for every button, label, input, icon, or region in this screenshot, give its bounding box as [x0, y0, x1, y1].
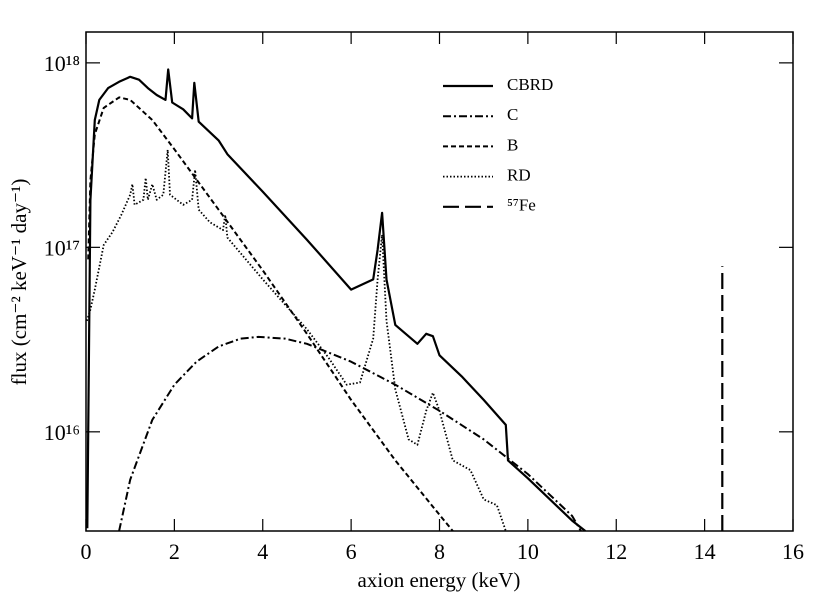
- x-tick-label: 14: [694, 539, 716, 564]
- plot-area: [86, 68, 724, 531]
- series-line: [86, 148, 507, 531]
- x-tick-label: 16: [782, 539, 804, 564]
- series-line: [87, 96, 454, 531]
- x-tick-label: 12: [605, 539, 627, 564]
- series-line: [86, 68, 586, 531]
- x-tick-label: 0: [81, 539, 92, 564]
- x-tick-label: 10: [517, 539, 539, 564]
- legend-label: B: [507, 135, 518, 154]
- legend-label: CBRD: [507, 75, 553, 94]
- x-tick-label: 8: [434, 539, 445, 564]
- y-tick-label: 10¹⁶: [44, 420, 80, 445]
- legend-label: C: [507, 105, 518, 124]
- series-line: [118, 335, 582, 531]
- legend-label: RD: [507, 166, 531, 185]
- legend-label: ⁵⁷Fe: [507, 196, 536, 215]
- y-tick-label: 10¹⁷: [44, 235, 80, 260]
- x-tick-label: 2: [169, 539, 180, 564]
- y-axis-label: flux (cm⁻² keV⁻¹ day⁻¹): [7, 179, 31, 386]
- x-tick-label: 6: [346, 539, 357, 564]
- x-tick-label: 4: [257, 539, 268, 564]
- y-tick-label: 10¹⁸: [44, 51, 80, 76]
- x-axis-label: axion energy (keV): [358, 568, 521, 592]
